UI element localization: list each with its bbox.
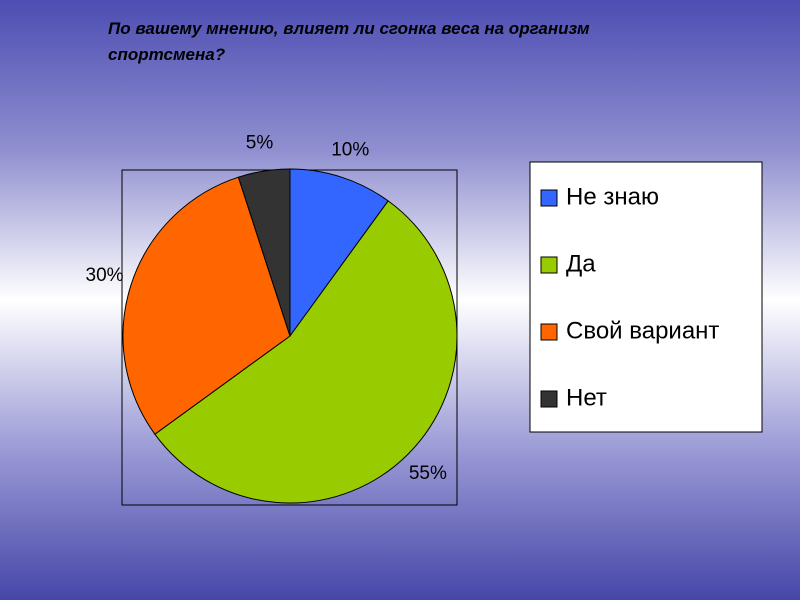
legend-swatch [540, 189, 558, 207]
chart-title: По вашему мнению, влияет ли сгонка веса … [108, 19, 590, 64]
legend-swatch [540, 390, 558, 408]
pie-slice [154, 200, 458, 504]
legend-swatch [540, 323, 558, 341]
pie-slice [122, 176, 291, 435]
data-label: 10% [331, 140, 369, 161]
title-box: По вашему мнению, влияет ли сгонка веса … [108, 19, 590, 64]
pie-slice [289, 168, 389, 338]
data-label: 30% [86, 265, 124, 286]
legend-label: Не знаю [566, 183, 659, 210]
legend-swatch [540, 256, 558, 274]
legend-label: Свой вариант [566, 317, 719, 344]
data-label: 5% [246, 132, 274, 153]
pie-slice [237, 168, 291, 337]
data-label: 55% [409, 463, 447, 484]
legend-label: Нет [566, 384, 607, 411]
legend-label: Да [566, 250, 596, 277]
legend [529, 161, 763, 433]
